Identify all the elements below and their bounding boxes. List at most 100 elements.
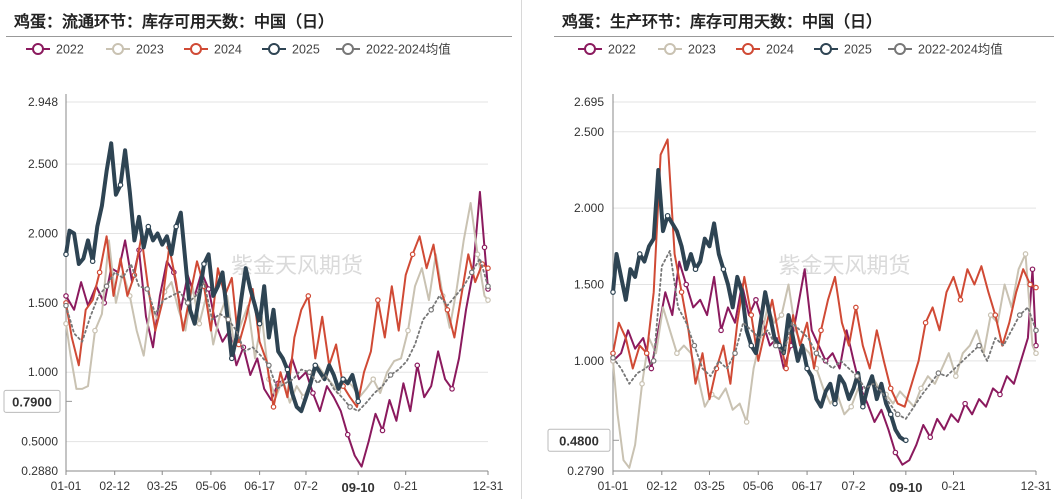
data-point[interactable] [225, 316, 232, 323]
data-point[interactable] [753, 296, 759, 303]
data-point[interactable] [387, 372, 394, 378]
data-point[interactable] [922, 319, 929, 326]
data-point[interactable] [664, 212, 671, 219]
data-point[interactable] [306, 369, 313, 376]
legend-item[interactable]: 2024 [736, 43, 794, 57]
data-point[interactable] [1033, 284, 1039, 291]
legend-item[interactable]: 2023 [106, 43, 164, 57]
series-line[interactable] [65, 257, 489, 413]
data-point[interactable] [173, 223, 179, 230]
data-point[interactable] [468, 269, 475, 276]
data-point[interactable] [117, 182, 124, 188]
data-point[interactable] [748, 342, 755, 349]
data-point[interactable] [370, 376, 377, 382]
data-point[interactable] [312, 362, 319, 369]
data-point[interactable] [818, 327, 824, 334]
data-point[interactable] [610, 355, 616, 361]
data-point[interactable] [310, 390, 316, 396]
data-point[interactable] [887, 411, 894, 418]
data-point[interactable] [449, 386, 455, 392]
data-point[interactable] [201, 261, 207, 267]
legend-item[interactable]: 2024 [184, 43, 242, 57]
data-point[interactable] [256, 320, 263, 327]
data-point[interactable] [428, 307, 434, 313]
data-point[interactable] [748, 312, 755, 318]
data-point[interactable] [145, 223, 152, 230]
series-line[interactable] [611, 168, 908, 443]
data-point[interactable] [643, 350, 650, 357]
data-point[interactable] [144, 286, 150, 292]
data-point[interactable] [732, 350, 738, 357]
data-point[interactable] [892, 449, 899, 456]
data-point[interactable] [887, 385, 894, 392]
data-point[interactable] [1033, 350, 1039, 357]
data-point[interactable] [414, 362, 421, 369]
data-point[interactable] [344, 431, 351, 438]
data-point[interactable] [853, 304, 859, 311]
data-point[interactable] [743, 419, 750, 425]
data-point[interactable] [196, 320, 203, 327]
data-point[interactable] [92, 327, 98, 334]
data-point[interactable] [953, 373, 959, 379]
data-point[interactable] [813, 350, 820, 357]
data-point[interactable] [804, 365, 810, 372]
series-line[interactable] [612, 138, 1037, 408]
data-point[interactable] [375, 297, 381, 303]
legend-item[interactable]: 2025 [262, 43, 320, 57]
data-point[interactable] [405, 327, 411, 334]
data-point[interactable] [409, 251, 416, 258]
data-point[interactable] [683, 281, 690, 288]
data-point[interactable] [987, 312, 994, 318]
data-point[interactable] [184, 300, 191, 306]
data-point[interactable] [481, 244, 488, 251]
data-point[interactable] [720, 266, 727, 273]
data-point[interactable] [674, 350, 680, 357]
data-point[interactable] [355, 398, 361, 405]
legend-item[interactable]: 2022 [578, 43, 636, 57]
data-point[interactable] [63, 293, 69, 299]
data-point[interactable] [1022, 251, 1029, 257]
data-point[interactable] [894, 411, 901, 418]
data-point[interactable] [935, 370, 942, 376]
data-point[interactable] [783, 365, 789, 372]
data-point[interactable] [63, 302, 69, 309]
data-point[interactable] [205, 286, 212, 292]
legend-item[interactable]: 2022-2024均值 [888, 42, 1003, 57]
data-point[interactable] [927, 434, 934, 441]
data-point[interactable] [485, 283, 491, 290]
data-point[interactable] [1029, 266, 1036, 273]
data-point[interactable] [692, 266, 699, 273]
data-point[interactable] [610, 289, 616, 295]
series-line[interactable] [612, 260, 1037, 466]
data-point[interactable] [848, 403, 855, 410]
data-point[interactable] [648, 365, 655, 372]
data-point[interactable] [650, 358, 657, 364]
data-point[interactable] [997, 391, 1003, 398]
data-point[interactable] [228, 355, 235, 362]
data-point[interactable] [89, 258, 96, 265]
data-point[interactable] [485, 265, 491, 271]
data-point[interactable] [1033, 342, 1039, 349]
data-point[interactable] [63, 251, 69, 258]
data-point[interactable] [347, 404, 353, 410]
data-point[interactable] [718, 327, 724, 334]
data-point[interactable] [610, 350, 616, 357]
series-line[interactable] [612, 253, 1037, 469]
data-point[interactable] [340, 376, 346, 382]
data-point[interactable] [103, 283, 110, 290]
data-point[interactable] [379, 427, 386, 434]
data-point[interactable] [63, 320, 69, 327]
data-point[interactable] [1027, 281, 1033, 288]
data-point[interactable] [266, 362, 272, 369]
legend-item[interactable]: 2022-2024均值 [336, 42, 451, 57]
data-point[interactable] [854, 373, 860, 379]
data-point[interactable] [474, 251, 481, 258]
data-point[interactable] [832, 400, 838, 407]
data-point[interactable] [678, 289, 685, 295]
data-point[interactable] [962, 400, 968, 407]
data-point[interactable] [976, 342, 982, 349]
series-line[interactable] [612, 249, 1037, 420]
data-point[interactable] [636, 251, 643, 257]
data-point[interactable] [691, 342, 698, 349]
